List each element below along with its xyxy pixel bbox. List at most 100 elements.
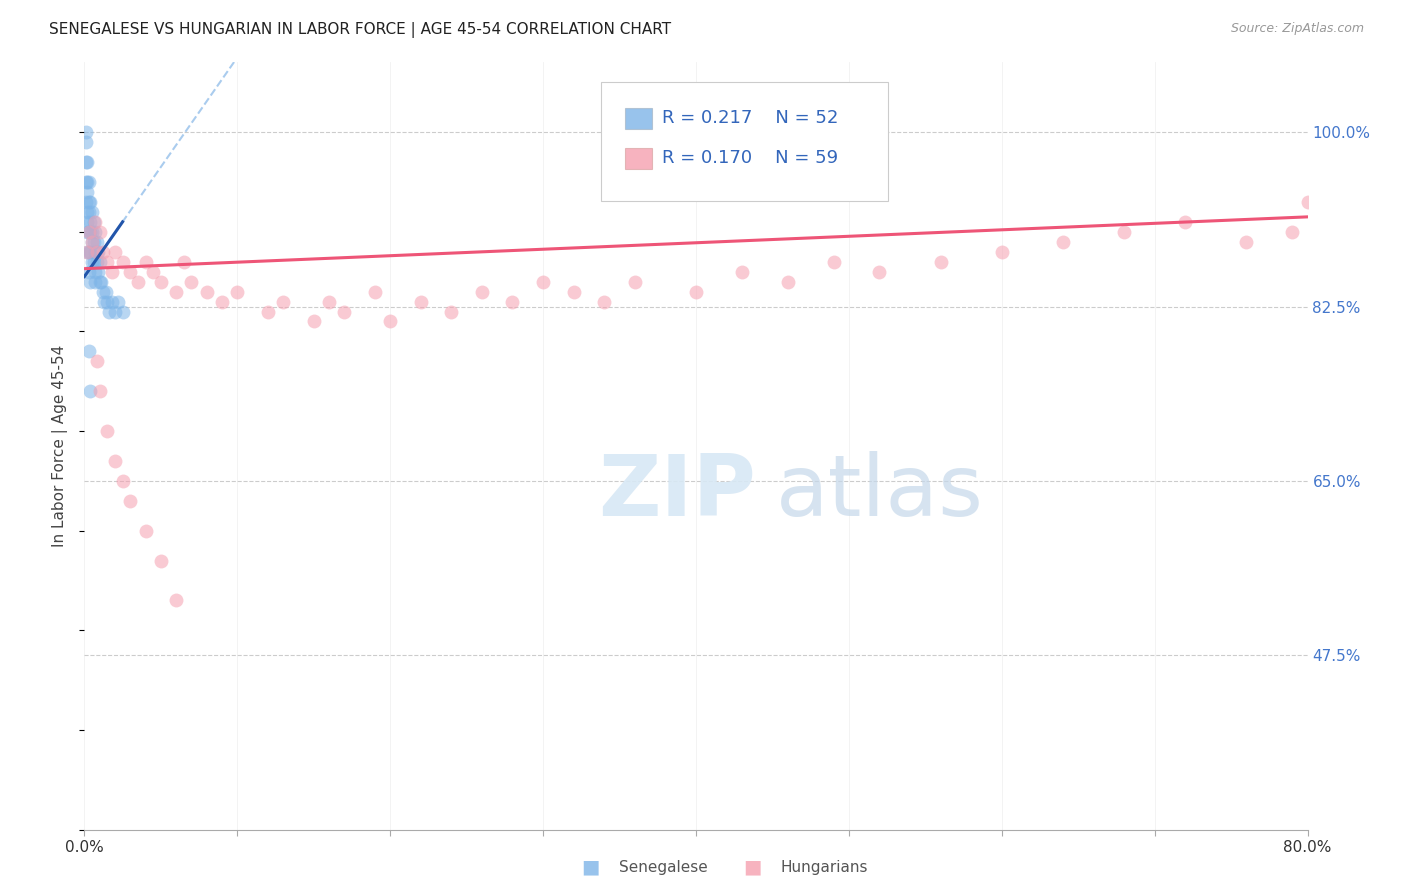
Point: [76, 215, 98, 229]
Point: [76, 155, 98, 169]
Point: [502, 294, 524, 309]
Point: [929, 254, 952, 268]
Point: [173, 254, 195, 268]
Point: [76, 225, 98, 239]
Point: [76, 244, 98, 259]
Point: [869, 265, 891, 279]
Text: Senegalese: Senegalese: [619, 860, 707, 874]
Point: [440, 304, 463, 318]
Point: [84, 244, 107, 259]
Point: [1114, 225, 1136, 239]
Point: [93, 294, 115, 309]
Point: [165, 285, 187, 299]
Point: [96, 294, 118, 309]
Point: [96, 424, 118, 438]
Point: [120, 493, 142, 508]
Point: [84, 275, 107, 289]
Point: [91, 244, 114, 259]
Point: [226, 285, 249, 299]
Point: [1052, 235, 1074, 249]
Point: [77, 225, 100, 239]
Point: [142, 265, 165, 279]
Point: [1174, 215, 1197, 229]
Point: [302, 314, 325, 328]
Point: [76, 175, 98, 189]
Point: [96, 254, 118, 268]
Point: [83, 254, 105, 268]
Point: [87, 244, 110, 259]
Point: [76, 244, 98, 259]
Point: [86, 235, 108, 249]
Point: [79, 194, 101, 209]
Point: [94, 285, 117, 299]
FancyBboxPatch shape: [600, 81, 889, 201]
Point: [75, 155, 97, 169]
Point: [89, 384, 111, 399]
Point: [104, 304, 127, 318]
Point: [271, 294, 294, 309]
Point: [823, 254, 845, 268]
Point: [84, 265, 107, 279]
Text: R = 0.217    N = 52: R = 0.217 N = 52: [662, 110, 838, 128]
Text: ZIP: ZIP: [598, 450, 756, 533]
Point: [79, 225, 101, 239]
Point: [685, 285, 707, 299]
Bar: [626, 147, 652, 169]
Point: [84, 225, 107, 239]
Point: [562, 285, 585, 299]
Point: [257, 304, 280, 318]
Point: [77, 225, 100, 239]
Point: [76, 205, 98, 219]
Point: [107, 294, 129, 309]
Point: [91, 285, 114, 299]
Point: [86, 254, 108, 268]
Point: [76, 185, 98, 199]
Point: [77, 194, 100, 209]
Point: [75, 125, 97, 139]
Point: [80, 235, 103, 249]
Point: [90, 275, 112, 289]
Point: [101, 265, 124, 279]
Point: [135, 254, 157, 268]
Point: [104, 244, 127, 259]
Point: [80, 225, 103, 239]
Point: [111, 304, 134, 318]
Point: [86, 244, 108, 259]
Point: [333, 304, 356, 318]
Point: [83, 215, 105, 229]
Text: Source: ZipAtlas.com: Source: ZipAtlas.com: [1230, 22, 1364, 36]
Text: ■: ■: [581, 857, 600, 877]
Point: [991, 244, 1014, 259]
Point: [111, 474, 134, 488]
Point: [79, 275, 101, 289]
Text: atlas: atlas: [776, 450, 983, 533]
Y-axis label: In Labor Force | Age 45-54: In Labor Force | Age 45-54: [52, 345, 69, 547]
Point: [318, 294, 340, 309]
Point: [165, 593, 187, 607]
Text: Hungarians: Hungarians: [780, 860, 868, 874]
Point: [77, 244, 100, 259]
Text: SENEGALESE VS HUNGARIAN IN LABOR FORCE | AGE 45-54 CORRELATION CHART: SENEGALESE VS HUNGARIAN IN LABOR FORCE |…: [49, 22, 671, 38]
Point: [180, 275, 202, 289]
Point: [135, 524, 157, 538]
Point: [86, 354, 108, 368]
Point: [364, 285, 387, 299]
Text: R = 0.170    N = 59: R = 0.170 N = 59: [662, 149, 838, 168]
Point: [80, 254, 103, 268]
Point: [593, 294, 616, 309]
Point: [111, 254, 134, 268]
Point: [731, 265, 754, 279]
Point: [89, 254, 111, 268]
Point: [127, 275, 149, 289]
Point: [380, 314, 402, 328]
Point: [75, 194, 97, 209]
Point: [79, 384, 101, 399]
Point: [1296, 194, 1319, 209]
Point: [77, 175, 100, 189]
Point: [531, 275, 554, 289]
Point: [409, 294, 432, 309]
Point: [80, 235, 103, 249]
Point: [80, 205, 103, 219]
Point: [211, 294, 233, 309]
Point: [776, 275, 799, 289]
